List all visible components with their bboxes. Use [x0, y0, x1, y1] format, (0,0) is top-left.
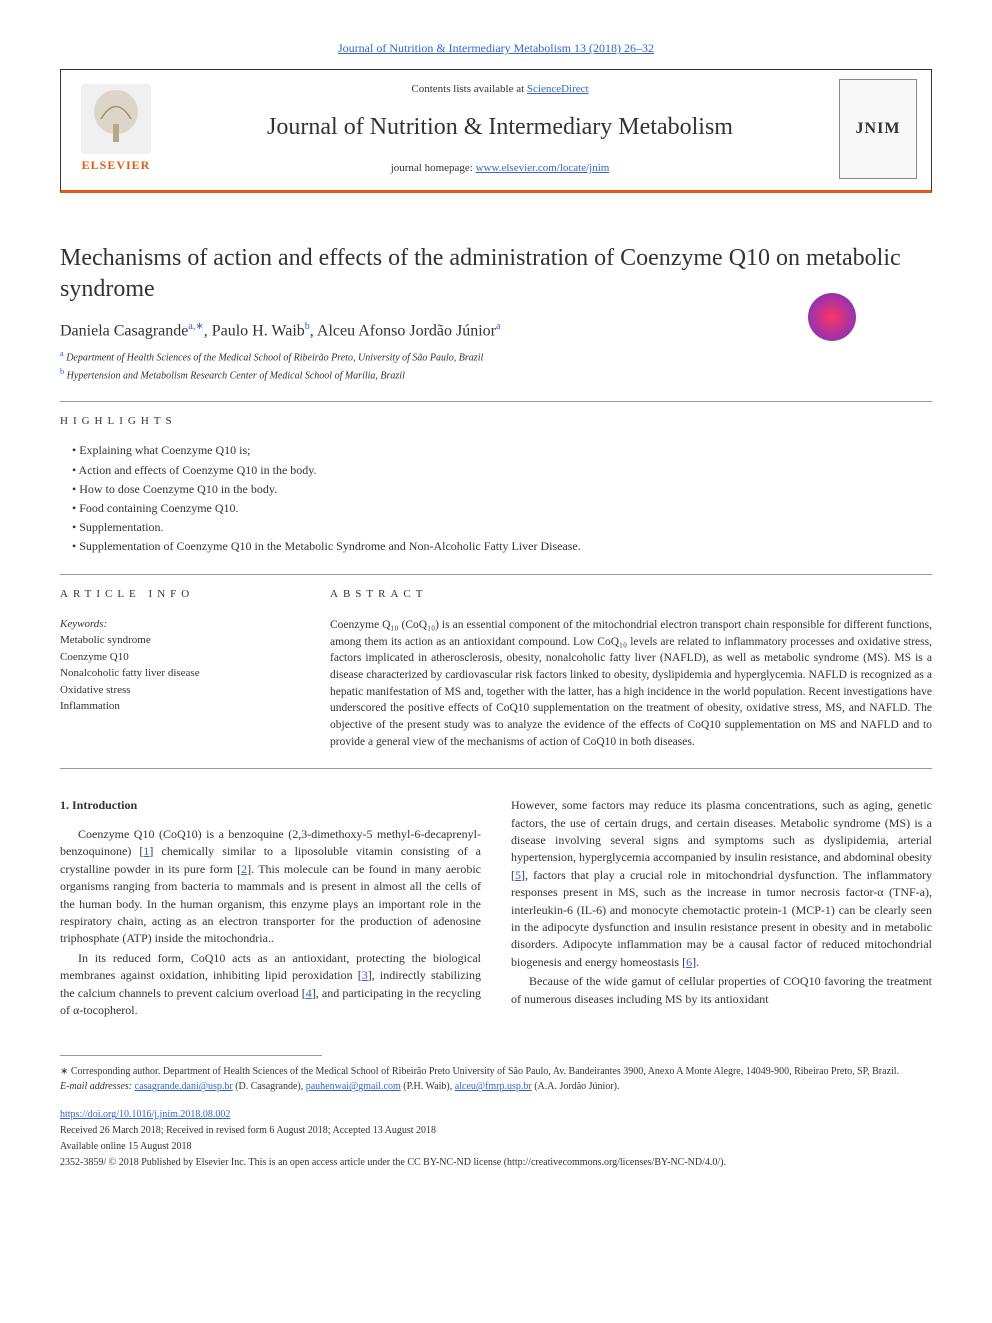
divider — [60, 574, 932, 575]
footer-divider — [60, 1055, 322, 1056]
keyword-item: Metabolic syndrome — [60, 632, 300, 649]
article-info-column: ARTICLE INFO Keywords: Metabolic syndrom… — [60, 587, 300, 750]
divider — [60, 401, 932, 402]
body-paragraph: However, some factors may reduce its pla… — [511, 797, 932, 971]
keyword-item: Nonalcoholic fatty liver disease — [60, 665, 300, 682]
check-updates-icon[interactable] — [808, 293, 856, 341]
email-link[interactable]: alceu@fmrp.usp.br — [455, 1081, 532, 1092]
jnim-label: JNIM — [856, 118, 901, 140]
article-info-heading: ARTICLE INFO — [60, 587, 300, 602]
author-1-sup: a,∗ — [188, 321, 203, 332]
contents-line: Contents lists available at ScienceDirec… — [181, 82, 819, 97]
divider — [60, 768, 932, 769]
keywords-list: Metabolic syndrome Coenzyme Q10 Nonalcoh… — [60, 632, 300, 715]
highlight-item: Supplementation of Coenzyme Q10 in the M… — [72, 537, 932, 556]
affiliation-b: b Hypertension and Metabolism Research C… — [60, 366, 932, 383]
header-box: ELSEVIER Contents lists available at Sci… — [60, 69, 932, 193]
highlight-item: Explaining what Coenzyme Q10 is; — [72, 441, 932, 460]
available-date: Available online 15 August 2018 — [60, 1140, 932, 1154]
ref-link[interactable]: 1 — [143, 844, 149, 858]
body-paragraph: Coenzyme Q10 (CoQ10) is a benzoquine (2,… — [60, 826, 481, 948]
doi-link[interactable]: https://doi.org/10.1016/j.jnim.2018.08.0… — [60, 1109, 230, 1120]
email-name: (A.A. Jordão Júnior). — [532, 1081, 620, 1092]
email-link[interactable]: pauhenwai@gmail.com — [306, 1081, 401, 1092]
body-right-column: However, some factors may reduce its pla… — [511, 797, 932, 1019]
affiliation-a: a Department of Health Sciences of the M… — [60, 348, 932, 365]
elsevier-label: ELSEVIER — [82, 157, 151, 174]
author-3: , Alceu Afonso Jordão Júnior — [310, 322, 496, 339]
keyword-item: Coenzyme Q10 — [60, 649, 300, 666]
elsevier-logo: ELSEVIER — [71, 79, 161, 179]
highlight-item: Food containing Coenzyme Q10. — [72, 499, 932, 518]
email-link[interactable]: casagrande.dani@usp.br — [135, 1081, 233, 1092]
ref-link[interactable]: 6 — [686, 955, 692, 969]
email-name: (P.H. Waib), — [401, 1081, 455, 1092]
abstract-heading: ABSTRACT — [330, 587, 932, 602]
info-abstract-row: ARTICLE INFO Keywords: Metabolic syndrom… — [60, 587, 932, 750]
jnim-cover-icon: JNIM — [839, 79, 917, 179]
homepage-line: journal homepage: www.elsevier.com/locat… — [181, 161, 819, 176]
section-heading-1: 1. Introduction — [60, 797, 481, 814]
keyword-item: Oxidative stress — [60, 682, 300, 699]
contents-prefix: Contents lists available at — [411, 83, 526, 95]
ref-link[interactable]: 5 — [515, 868, 521, 882]
keywords-label: Keywords: — [60, 617, 300, 632]
page-container: Journal of Nutrition & Intermediary Meta… — [0, 0, 992, 1200]
elsevier-tree-icon — [81, 84, 151, 154]
received-dates: Received 26 March 2018; Received in revi… — [60, 1124, 932, 1138]
highlights-heading: HIGHLIGHTS — [60, 414, 932, 429]
highlight-item: Action and effects of Coenzyme Q10 in th… — [72, 461, 932, 480]
journal-name: Journal of Nutrition & Intermediary Meta… — [181, 111, 819, 145]
doi-link-line: https://doi.org/10.1016/j.jnim.2018.08.0… — [60, 1108, 932, 1122]
author-2: , Paulo H. Waib — [204, 322, 305, 339]
highlights-list: Explaining what Coenzyme Q10 is; Action … — [60, 441, 932, 556]
abstract-column: ABSTRACT Coenzyme Q₁₀ (CoQ₁₀) is an esse… — [330, 587, 932, 750]
body-paragraph: Because of the wide gamut of cellular pr… — [511, 973, 932, 1008]
top-journal-reference: Journal of Nutrition & Intermediary Meta… — [60, 40, 932, 57]
affiliations: a Department of Health Sciences of the M… — [60, 348, 932, 383]
email-addresses: E-mail addresses: casagrande.dani@usp.br… — [60, 1079, 932, 1094]
body-left-column: 1. Introduction Coenzyme Q10 (CoQ10) is … — [60, 797, 481, 1019]
article-title: Mechanisms of action and effects of the … — [60, 243, 932, 305]
homepage-prefix: journal homepage: — [391, 162, 476, 174]
affiliation-a-text: Department of Health Sciences of the Med… — [66, 353, 483, 364]
corresponding-author-note: ∗ Corresponding author. Department of He… — [60, 1064, 932, 1079]
abstract-text: Coenzyme Q₁₀ (CoQ₁₀) is an essential com… — [330, 617, 932, 750]
authors-line: Daniela Casagrandea,∗, Paulo H. Waibb, A… — [60, 320, 932, 343]
copyright-line: 2352-3859/ © 2018 Published by Elsevier … — [60, 1156, 932, 1170]
top-journal-link[interactable]: Journal of Nutrition & Intermediary Meta… — [338, 41, 654, 55]
highlight-item: How to dose Coenzyme Q10 in the body. — [72, 480, 932, 499]
author-3-sup: a — [496, 321, 500, 332]
homepage-link[interactable]: www.elsevier.com/locate/jnim — [476, 162, 610, 174]
ref-link[interactable]: 4 — [306, 986, 312, 1000]
body-paragraph: In its reduced form, CoQ10 acts as an an… — [60, 950, 481, 1020]
title-wrap: Mechanisms of action and effects of the … — [60, 243, 932, 305]
ref-link[interactable]: 3 — [362, 968, 368, 982]
author-1: Daniela Casagrande — [60, 322, 188, 339]
highlight-item: Supplementation. — [72, 518, 932, 537]
keyword-item: Inflammation — [60, 698, 300, 715]
email-label: E-mail addresses: — [60, 1081, 135, 1092]
body-columns: 1. Introduction Coenzyme Q10 (CoQ10) is … — [60, 797, 932, 1019]
sciencedirect-link[interactable]: ScienceDirect — [527, 83, 589, 95]
ref-link[interactable]: 2 — [241, 862, 247, 876]
affiliation-b-text: Hypertension and Metabolism Research Cen… — [67, 370, 405, 381]
email-name: (D. Casagrande), — [233, 1081, 306, 1092]
header-center: Contents lists available at ScienceDirec… — [161, 78, 839, 180]
